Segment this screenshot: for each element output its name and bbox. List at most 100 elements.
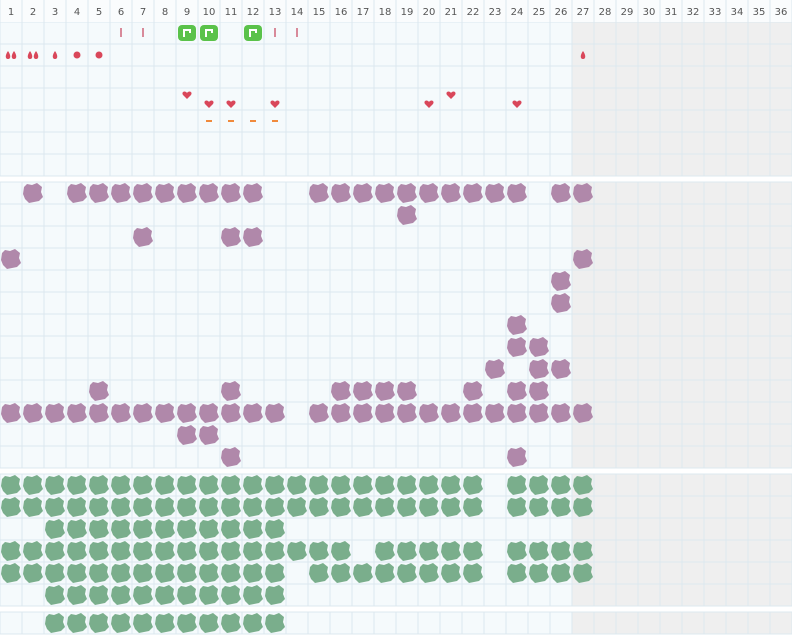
blob xyxy=(419,183,439,203)
blob xyxy=(551,403,571,423)
blob xyxy=(463,541,483,561)
blob xyxy=(551,475,571,495)
blob xyxy=(353,475,373,495)
blob xyxy=(221,519,241,539)
blob xyxy=(177,403,197,423)
blob xyxy=(309,403,329,423)
blob xyxy=(331,475,351,495)
blob xyxy=(309,541,329,561)
blob xyxy=(89,475,109,495)
blob xyxy=(133,563,153,583)
blob xyxy=(67,585,87,605)
blob xyxy=(507,183,527,203)
blob xyxy=(397,563,417,583)
green-icon-glyph xyxy=(183,29,191,37)
blob xyxy=(243,585,263,605)
blob xyxy=(111,519,131,539)
heart xyxy=(446,91,456,99)
column-number: 34 xyxy=(731,7,744,18)
blob xyxy=(529,563,549,583)
blob xyxy=(221,227,241,247)
blob xyxy=(89,541,109,561)
blob xyxy=(265,519,285,539)
blob xyxy=(45,475,65,495)
blob xyxy=(23,563,43,583)
blob xyxy=(221,541,241,561)
blob xyxy=(573,541,593,561)
green-icon-glyph xyxy=(205,29,213,37)
blob xyxy=(507,381,527,401)
blob xyxy=(309,497,329,517)
blob xyxy=(309,183,329,203)
column-number: 35 xyxy=(753,7,766,18)
blob xyxy=(397,497,417,517)
drop xyxy=(11,51,17,59)
blob xyxy=(463,381,483,401)
blob xyxy=(1,475,21,495)
blob xyxy=(419,541,439,561)
blob xyxy=(23,403,43,423)
blob xyxy=(89,585,109,605)
blob xyxy=(397,381,417,401)
blob xyxy=(375,541,395,561)
blob xyxy=(375,183,395,203)
column-number: 26 xyxy=(555,7,568,18)
blob xyxy=(507,403,527,423)
blob xyxy=(155,403,175,423)
heart xyxy=(512,100,522,108)
blob xyxy=(111,475,131,495)
blob xyxy=(177,613,197,633)
blob xyxy=(89,183,109,203)
green-icon xyxy=(200,25,218,41)
blob xyxy=(89,403,109,423)
blob xyxy=(67,519,87,539)
blob xyxy=(133,497,153,517)
blob xyxy=(419,563,439,583)
green-icon-bg xyxy=(244,25,262,41)
blob xyxy=(265,403,285,423)
column-number: 10 xyxy=(203,7,216,18)
blob xyxy=(199,613,219,633)
blob xyxy=(221,381,241,401)
blob xyxy=(397,403,417,423)
blob xyxy=(331,183,351,203)
blob xyxy=(287,497,307,517)
blob xyxy=(67,613,87,633)
blob xyxy=(507,447,527,467)
blob xyxy=(199,425,219,445)
column-number: 23 xyxy=(489,7,502,18)
blob xyxy=(529,497,549,517)
blob xyxy=(573,497,593,517)
heart xyxy=(424,100,434,108)
blob xyxy=(573,249,593,269)
blob xyxy=(133,585,153,605)
blob xyxy=(133,613,153,633)
column-number: 2 xyxy=(30,7,36,18)
column-number: 19 xyxy=(401,7,414,18)
blob xyxy=(23,497,43,517)
bar-mark xyxy=(296,28,298,37)
blob xyxy=(287,475,307,495)
blob xyxy=(529,359,549,379)
column-number: 7 xyxy=(140,7,146,18)
blob xyxy=(89,381,109,401)
heart xyxy=(182,91,192,99)
blob xyxy=(177,425,197,445)
blob xyxy=(529,337,549,357)
blob xyxy=(45,563,65,583)
blob xyxy=(155,613,175,633)
blob xyxy=(89,613,109,633)
column-number: 12 xyxy=(247,7,260,18)
blob xyxy=(1,563,21,583)
blob xyxy=(551,563,571,583)
blob xyxy=(133,227,153,247)
bar-mark xyxy=(274,28,276,37)
blob xyxy=(331,563,351,583)
blob xyxy=(507,497,527,517)
blob xyxy=(485,403,505,423)
column-number: 28 xyxy=(599,7,612,18)
blob xyxy=(111,613,131,633)
blob xyxy=(243,497,263,517)
blob xyxy=(331,497,351,517)
